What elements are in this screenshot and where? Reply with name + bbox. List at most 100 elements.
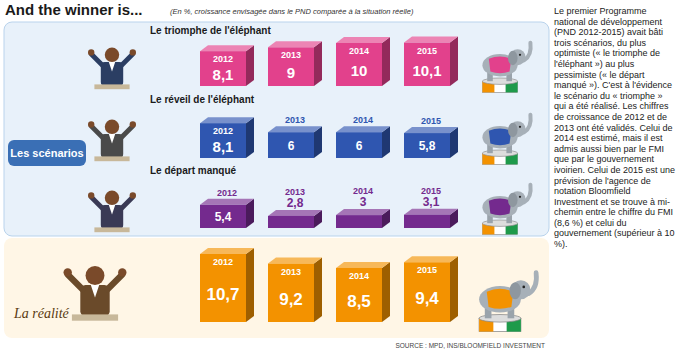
elephant-illustration — [482, 43, 530, 93]
label-group: 201210,720139,220148,520159,4 — [206, 257, 439, 311]
bar-top — [200, 248, 254, 254]
man-head — [86, 266, 105, 285]
man-shirt — [109, 134, 115, 144]
bar-top — [336, 37, 390, 43]
year-label: 2013 — [281, 50, 301, 60]
year-label: 2014 — [353, 115, 373, 125]
bar — [200, 123, 246, 158]
value-label: 3,1 — [423, 195, 440, 209]
year-label: 2012 — [213, 126, 233, 136]
bar — [336, 43, 382, 86]
bar-side — [450, 37, 458, 86]
value-label: 5,4 — [215, 210, 232, 224]
label-group: 20128,120139201410201510,1 — [213, 46, 442, 83]
man-desk — [72, 314, 118, 320]
bar — [200, 205, 246, 228]
elephant-trunk — [524, 115, 531, 133]
man-desk — [94, 227, 129, 232]
value-label: 9,4 — [415, 289, 439, 308]
elephant-illustration — [479, 273, 536, 332]
elephant-illustration — [482, 185, 530, 235]
bar-side — [450, 256, 458, 322]
value-label: 10,1 — [412, 62, 441, 79]
bar — [336, 132, 382, 158]
elephant-blanket — [489, 56, 511, 73]
bar-top — [268, 258, 322, 264]
elephant-ear — [510, 282, 521, 299]
man-hand — [130, 121, 136, 127]
value-label: 5,8 — [419, 139, 436, 153]
man-shirt — [109, 62, 115, 72]
man-illustration — [64, 266, 127, 321]
source: SOURCE : MPD, INS/BLOOMFIELD INVESTMENT — [395, 342, 545, 349]
man-hand — [130, 49, 136, 55]
man-shirt — [109, 205, 115, 215]
bar-side — [382, 262, 390, 322]
bar-side — [314, 41, 322, 86]
year-label: 2015 — [417, 265, 437, 275]
elephant-ear — [508, 51, 518, 65]
scenario-title: Le réveil de l'éléphant — [150, 94, 255, 105]
man-shirt — [91, 285, 99, 298]
bar-side — [246, 117, 254, 158]
bar-top — [404, 209, 458, 215]
elephant-blanket — [489, 198, 511, 215]
elephant-eye — [519, 54, 521, 56]
scenario-label-group: Les scénarios — [8, 140, 86, 166]
man-hand — [118, 268, 126, 276]
bar — [404, 215, 450, 228]
bar-group — [200, 117, 458, 158]
man-arm — [122, 54, 133, 65]
reality-band — [4, 238, 549, 338]
elephant-trunk — [524, 185, 531, 203]
bar-side — [246, 248, 254, 322]
man-arm — [91, 54, 102, 65]
year-label: 2015 — [417, 46, 437, 56]
value-label: 9,2 — [279, 290, 303, 309]
year-label: 2012 — [213, 257, 233, 267]
year-label: 2014 — [353, 186, 373, 196]
bar — [404, 43, 450, 86]
year-label: 2013 — [285, 115, 305, 125]
man-hand — [130, 192, 136, 198]
elephant-trunk — [524, 43, 531, 61]
man-arm — [91, 197, 102, 208]
bar — [336, 268, 382, 322]
bar — [268, 216, 314, 228]
value-label: 8,1 — [213, 66, 234, 83]
bar-side — [382, 37, 390, 86]
bar-top — [200, 117, 254, 123]
bar — [268, 47, 314, 86]
man-hand — [88, 192, 94, 198]
bar — [268, 132, 314, 158]
year-label: 2014 — [349, 46, 369, 56]
bar-top — [404, 37, 458, 43]
year-label: 2013 — [285, 187, 305, 197]
man-hand — [88, 121, 94, 127]
bar-group — [200, 37, 458, 86]
man-illustration — [88, 120, 136, 162]
man-desk — [94, 156, 129, 161]
bar — [336, 215, 382, 228]
bar — [404, 262, 450, 322]
value-label: 3 — [360, 195, 367, 209]
man-arm — [108, 275, 123, 290]
year-label: 2015 — [421, 186, 441, 196]
subtitle: (En %, croissance envisagée dans le PND … — [170, 7, 414, 16]
year-label: 2013 — [281, 267, 301, 277]
bar-group — [200, 199, 458, 228]
elephant-ear — [508, 123, 518, 137]
elephant-blanket — [487, 289, 514, 309]
man-hand — [64, 268, 72, 276]
title: And the winner is... — [5, 1, 143, 18]
bar-top — [336, 126, 390, 132]
scenario-title: Le triomphe de l'éléphant — [150, 25, 271, 36]
bar-top — [404, 127, 458, 133]
scenario-label-box — [8, 140, 86, 166]
man-arm — [122, 126, 133, 137]
bar — [404, 133, 450, 158]
elephant-blanket — [489, 128, 511, 145]
elephant-trunk — [529, 273, 537, 294]
man-head — [105, 191, 119, 205]
value-label: 8,5 — [347, 292, 371, 311]
